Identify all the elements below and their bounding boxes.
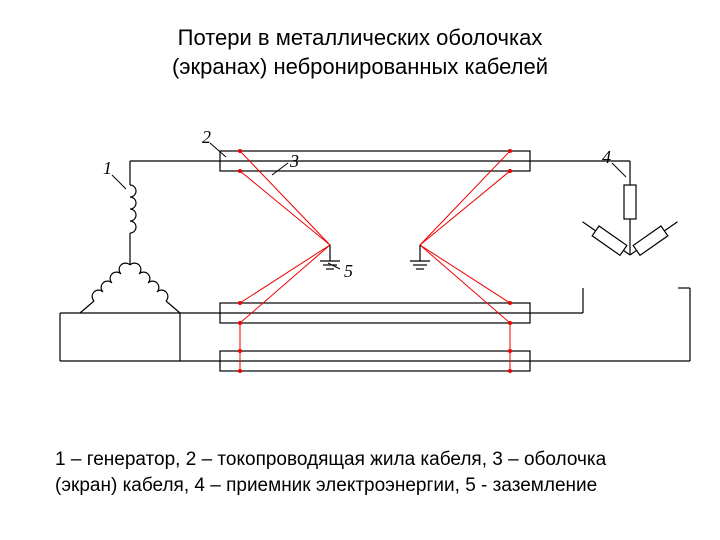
page-title: Потери в металлических оболочках (экрана… xyxy=(0,0,720,81)
sheath-bonding-left xyxy=(238,149,330,325)
circuit-diagram: 1 2 3 4 5 xyxy=(0,115,720,425)
caption-text: 1 – генератор, 2 – токопроводящая жила к… xyxy=(55,447,665,500)
leader-4 xyxy=(612,163,626,177)
ground-left xyxy=(320,245,340,269)
generator xyxy=(60,161,200,361)
title-line-1: Потери в металлических оболочках xyxy=(178,25,543,50)
ground-right xyxy=(410,245,430,269)
leader-2 xyxy=(210,143,226,157)
load-box-c xyxy=(633,226,668,255)
load-box-a xyxy=(624,185,636,219)
label-1: 1 xyxy=(103,158,112,179)
title-line-2: (экранах) небронированных кабелей xyxy=(172,54,548,79)
label-3: 3 xyxy=(290,151,299,172)
label-4: 4 xyxy=(602,147,611,168)
load-box-b xyxy=(592,226,627,255)
label-2: 2 xyxy=(202,127,211,148)
receiver xyxy=(550,161,690,361)
sheath-bonding-right xyxy=(420,149,512,325)
leader-5 xyxy=(328,263,340,269)
leader-1 xyxy=(112,175,126,189)
label-5: 5 xyxy=(344,261,353,282)
